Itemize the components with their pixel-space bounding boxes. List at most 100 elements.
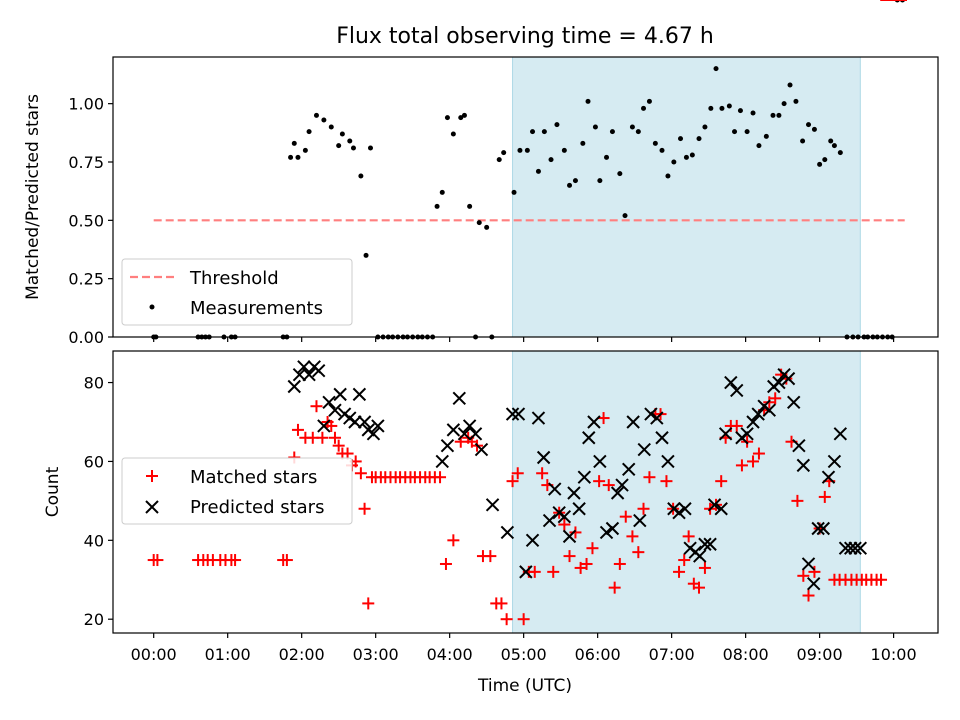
predicted-star-point <box>746 415 760 429</box>
measurement-point <box>744 129 750 135</box>
ratio-panel-frame <box>112 56 939 338</box>
measurement-point <box>622 213 628 219</box>
legend-predicted-label: Predicted stars <box>190 497 324 518</box>
predicted-star-point <box>311 364 326 378</box>
matched-star-point <box>517 613 530 626</box>
measurement-point <box>548 157 554 163</box>
predicted-star-point <box>678 502 692 516</box>
measurement-point <box>517 147 523 153</box>
counts-panel-frame <box>112 350 939 634</box>
measurement-point <box>609 129 615 135</box>
predicted-star-point <box>352 387 367 402</box>
measurement-point <box>683 154 689 160</box>
measurement-point <box>678 136 684 142</box>
predicted-star-point <box>542 513 557 528</box>
predicted-star-point <box>435 454 449 469</box>
measurement-point <box>530 129 536 135</box>
predicted-star-point <box>796 458 811 473</box>
measurement-point <box>781 101 787 107</box>
measurement-point <box>828 138 834 144</box>
measurement-point <box>313 112 319 118</box>
predicted-star-point <box>357 415 372 429</box>
counts-y-axis-label: Count <box>43 466 63 517</box>
predicted-star-point <box>593 454 607 469</box>
legend-measurements-swatch <box>149 304 155 310</box>
predicted-star-point <box>650 411 664 425</box>
matched-star-point <box>500 613 513 626</box>
x-tick-label: 04:00 <box>427 645 473 664</box>
measurement-point <box>811 126 817 132</box>
predicted-star-point <box>371 419 385 433</box>
x-tick-label: 03:00 <box>353 645 399 664</box>
measurement-point <box>561 147 567 153</box>
predicted-star-point <box>718 427 733 441</box>
measurement-point <box>822 157 828 163</box>
measurement-point <box>770 112 776 118</box>
y-tick-label: 60 <box>84 452 104 471</box>
predicted-star-point <box>714 502 728 516</box>
x-tick-label: 02:00 <box>279 645 325 664</box>
measurement-point <box>665 173 671 179</box>
legend-threshold-label: Threshold <box>189 268 279 289</box>
matched-star-point <box>558 518 571 531</box>
legend-predicted-swatch <box>145 500 159 514</box>
predicted-star-point <box>811 521 825 536</box>
x-tick-label: 01:00 <box>205 645 251 664</box>
ratio-legend: Threshold Measurements <box>121 258 353 326</box>
measurement-point <box>302 147 308 153</box>
matched-star-point <box>280 554 293 567</box>
measurement-point <box>496 157 502 163</box>
matched-star-point <box>151 554 164 567</box>
matched-star-point <box>495 597 508 610</box>
matched-star-point <box>597 412 610 425</box>
matched-star-point <box>632 546 645 559</box>
measurement-point <box>295 154 301 160</box>
measurement-point <box>629 124 635 130</box>
measurement-point <box>363 252 369 258</box>
measurement-point <box>696 136 702 142</box>
matched-star-point <box>569 526 582 539</box>
measurement-point <box>367 145 373 151</box>
matched-star-point <box>791 494 804 507</box>
measurement-point <box>467 203 473 209</box>
y-tick-label: 1.00 <box>68 95 104 114</box>
measurement-point <box>336 143 342 149</box>
predicted-star-point <box>577 470 592 484</box>
predicted-star-point <box>853 541 868 555</box>
matched-star-point <box>484 550 497 563</box>
measurement-point <box>450 131 456 137</box>
predicted-star-point <box>587 415 601 429</box>
predicted-star-point <box>693 549 707 563</box>
measurement-point <box>708 105 714 111</box>
matched-star-point <box>626 530 639 543</box>
measurement-point <box>837 150 843 156</box>
measurement-point <box>524 147 530 153</box>
matched-star-point <box>536 467 549 480</box>
matched-star-point <box>354 467 367 480</box>
matched-star-point <box>643 471 656 484</box>
predicted-star-point <box>333 387 347 402</box>
measurement-point <box>306 129 312 135</box>
predicted-star-point <box>781 371 796 386</box>
predicted-star-point <box>707 498 722 512</box>
measurement-point <box>535 168 541 174</box>
matched-star-point <box>637 502 650 515</box>
measurement-point <box>671 159 677 165</box>
predicted-star-point <box>792 438 806 453</box>
x-tick-label: 09:00 <box>797 645 843 664</box>
chart-title: Flux total observing time = 4.67 h <box>336 24 714 49</box>
measurement-point <box>806 122 812 128</box>
legend-matched-label: Matched stars <box>190 467 317 488</box>
predicted-star-point <box>661 454 675 469</box>
matched-star-point <box>802 589 815 602</box>
measurement-point <box>713 66 719 72</box>
predicted-star-point <box>468 427 483 441</box>
predicted-star-point <box>348 415 362 429</box>
matched-star-point <box>511 467 524 480</box>
matched-star-point <box>715 475 728 488</box>
predicted-star-point <box>525 533 540 548</box>
measurement-point <box>511 189 517 195</box>
measurement-point <box>702 124 708 130</box>
measurement-point <box>580 140 586 146</box>
predicted-star-point <box>302 367 316 382</box>
